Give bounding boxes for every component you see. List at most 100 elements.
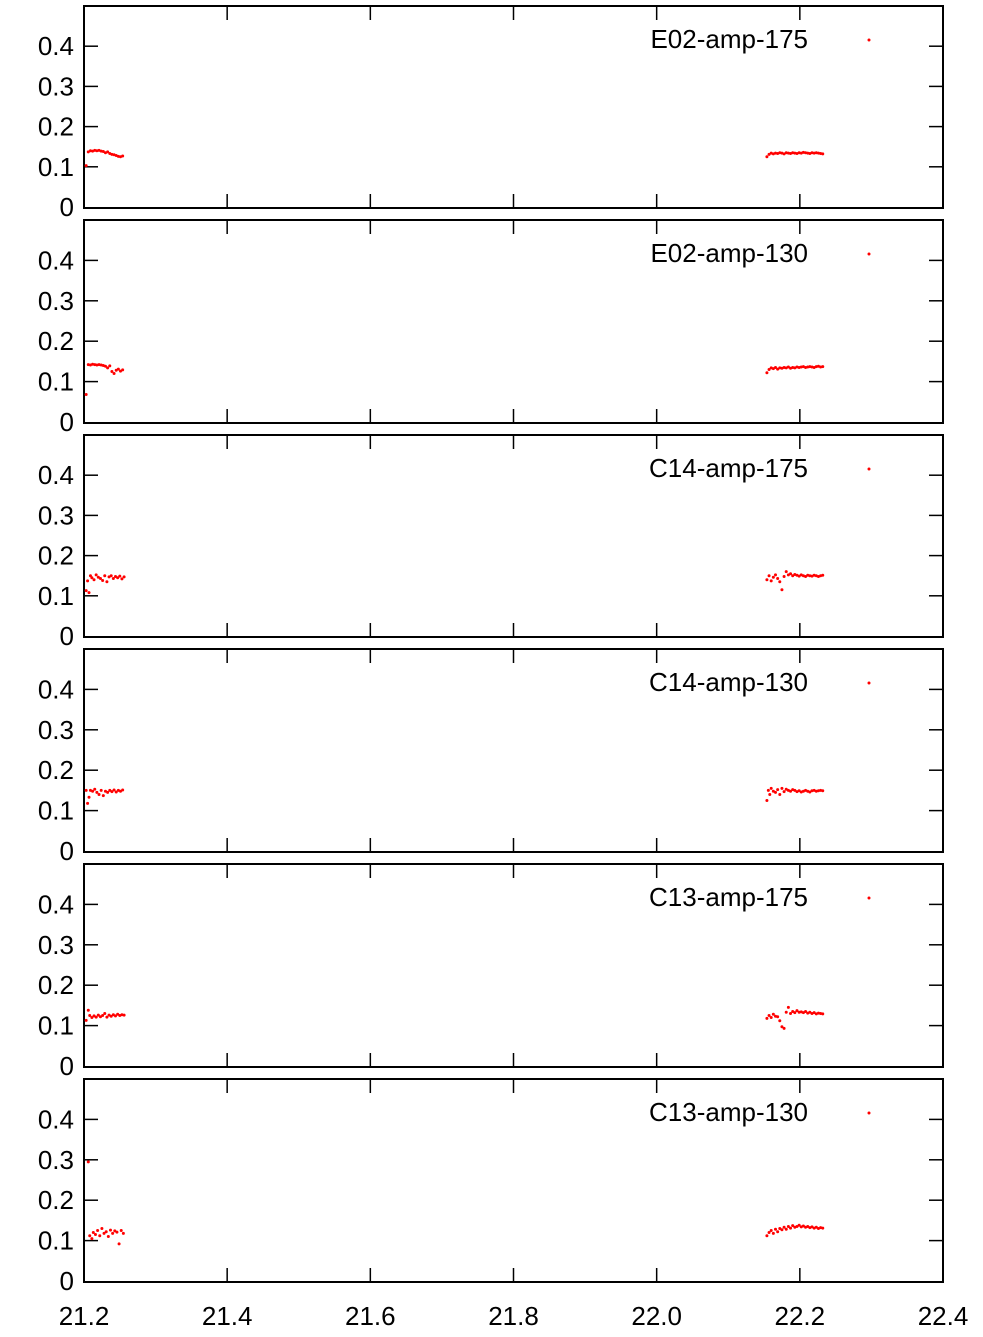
data-point — [98, 577, 102, 581]
legend-label: E02-amp-175 — [650, 24, 808, 54]
data-point — [786, 1005, 790, 1009]
data-point — [769, 1016, 773, 1020]
data-point — [771, 1231, 775, 1235]
data-point — [780, 786, 784, 790]
data-point — [121, 1231, 125, 1235]
data-point — [94, 1015, 98, 1019]
data-point — [112, 372, 116, 376]
y-tick-label: 0.2 — [38, 112, 74, 142]
panel-3: 0 0.1 0.2 0.3 0.4 C14-amp-175 — [38, 434, 944, 651]
y-tick-label: 0.4 — [38, 1104, 74, 1134]
data-point — [90, 1016, 94, 1020]
y-tick-label: 0.3 — [38, 500, 74, 530]
data-point — [111, 577, 115, 581]
data-point — [103, 574, 107, 578]
data-point — [106, 366, 110, 370]
data-point — [765, 1234, 769, 1238]
data-point — [780, 588, 784, 592]
y-tick-label: 0.4 — [38, 245, 74, 275]
data-point — [109, 1014, 113, 1018]
panel-6: 0 0.1 0.2 0.3 0.4 C13-amp-130 21.2 21.4 21.6 21.8… — [38, 1078, 969, 1331]
data-point — [782, 790, 786, 794]
data-point — [773, 365, 777, 369]
data-point — [120, 577, 124, 581]
data-point — [101, 579, 105, 583]
data-point — [109, 574, 113, 578]
data-point — [791, 1224, 795, 1228]
panel-1: 0 0.1 0.2 0.3 0.4 E02-amp-175 — [38, 5, 944, 222]
data-point — [95, 790, 99, 794]
data-point — [99, 788, 103, 792]
data-point — [118, 574, 122, 578]
data-point — [121, 154, 125, 158]
data-point — [778, 792, 782, 796]
y-tick-label: 0.2 — [38, 970, 74, 1000]
y-tick-label: 0 — [60, 621, 74, 651]
data-point — [769, 579, 773, 583]
data-point — [110, 370, 114, 373]
data-point — [784, 1227, 788, 1231]
data-point — [773, 790, 777, 794]
x-tick-label: 21.4 — [202, 1301, 253, 1331]
data-point — [767, 367, 771, 371]
data-point — [114, 790, 118, 794]
x-tick-label: 21.6 — [345, 1301, 396, 1331]
y-tick-label: 0 — [60, 192, 74, 222]
data-point — [765, 371, 769, 375]
data-point — [103, 364, 107, 368]
legend-marker — [867, 38, 871, 42]
data-point — [105, 580, 109, 584]
data-point — [119, 1229, 123, 1232]
data-point — [96, 1013, 100, 1017]
data-point — [91, 1231, 95, 1235]
y-tick-label: 0.4 — [38, 460, 74, 490]
data-point — [87, 591, 91, 595]
y-tick-label: 0.2 — [38, 1185, 74, 1215]
data-point — [765, 1016, 769, 1020]
data-point — [113, 1014, 117, 1018]
data-point — [111, 1231, 115, 1235]
data-point — [776, 1015, 780, 1019]
legend-marker — [867, 681, 871, 685]
data-point — [789, 1011, 793, 1015]
data-point — [110, 790, 114, 794]
data-point — [86, 579, 90, 583]
y-tick-label: 0 — [60, 836, 74, 866]
y-tick-label: 0.2 — [38, 541, 74, 571]
x-tick-label: 22.0 — [631, 1301, 682, 1331]
legend-marker — [867, 896, 871, 900]
data-point — [766, 788, 770, 792]
data-point — [821, 365, 825, 369]
data-point — [84, 393, 88, 397]
legend-label: C13-amp-175 — [649, 882, 808, 912]
data-point — [782, 1026, 786, 1030]
data-point — [97, 792, 101, 796]
data-point — [86, 801, 90, 805]
data-point — [98, 1234, 102, 1238]
data-point — [821, 152, 825, 156]
data-point — [117, 1242, 121, 1246]
data-point — [105, 1015, 109, 1019]
data-point — [86, 1160, 90, 1164]
x-tick-label: 21.2 — [59, 1301, 110, 1331]
data-point — [93, 1233, 97, 1237]
x-tick-label: 21.8 — [488, 1301, 539, 1331]
data-point — [765, 799, 769, 802]
y-tick-label: 0.1 — [38, 581, 74, 611]
data-point — [115, 1230, 119, 1234]
data-point — [103, 1011, 107, 1015]
x-tick-label: 22.4 — [918, 1301, 969, 1331]
data-point — [116, 367, 120, 371]
data-point — [96, 1229, 100, 1232]
y-tick-label: 0.2 — [38, 326, 74, 356]
data-point — [789, 572, 793, 576]
legend-marker — [867, 1111, 871, 1115]
data-point — [88, 1014, 92, 1017]
data-point — [778, 580, 782, 584]
data-point — [771, 575, 775, 579]
data-point — [782, 575, 786, 579]
data-point — [108, 364, 112, 368]
data-point — [91, 789, 95, 793]
data-point — [784, 570, 788, 574]
y-tick-label: 0.1 — [38, 367, 74, 397]
